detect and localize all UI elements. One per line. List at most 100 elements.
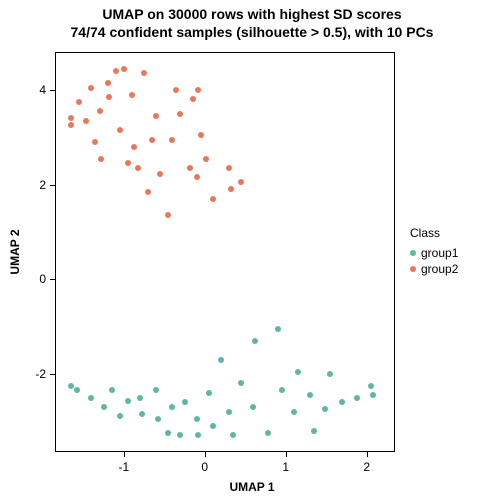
data-point <box>105 80 111 86</box>
data-point <box>121 66 127 72</box>
legend-swatch-icon <box>410 250 416 256</box>
y-axis-label: UMAP 2 <box>8 229 22 274</box>
legend-label: group2 <box>421 262 458 276</box>
legend-swatch-icon <box>410 266 416 272</box>
data-point <box>322 406 328 412</box>
data-point <box>74 387 80 393</box>
data-point <box>145 189 151 195</box>
data-point <box>141 70 147 76</box>
data-point <box>311 428 317 434</box>
y-tick <box>50 279 55 280</box>
chart-title: UMAP on 30000 rows with highest SD score… <box>0 6 504 41</box>
data-point <box>250 404 256 410</box>
data-point <box>101 404 107 410</box>
data-point <box>157 171 163 177</box>
data-point <box>354 395 360 401</box>
x-axis-label: UMAP 1 <box>0 480 504 494</box>
data-point <box>129 92 135 98</box>
data-point <box>131 144 137 150</box>
data-point <box>279 387 285 393</box>
data-point <box>295 369 301 375</box>
data-point <box>187 165 193 171</box>
title-line-2: 74/74 confident samples (silhouette > 0.… <box>71 24 434 40</box>
data-point <box>153 113 159 119</box>
data-point <box>177 111 183 117</box>
title-line-1: UMAP on 30000 rows with highest SD score… <box>102 6 401 22</box>
data-point <box>210 423 216 429</box>
y-tick-label: 4 <box>39 83 46 97</box>
data-point <box>327 371 333 377</box>
data-point <box>68 115 74 121</box>
data-point <box>177 432 183 438</box>
data-point <box>195 432 201 438</box>
data-point <box>226 409 232 415</box>
data-point <box>137 395 143 401</box>
x-tick <box>124 452 125 457</box>
x-tick <box>286 452 287 457</box>
data-point <box>194 174 200 180</box>
x-tick <box>367 452 368 457</box>
data-point <box>238 179 244 185</box>
data-point <box>125 160 131 166</box>
data-point <box>307 392 313 398</box>
plot-area <box>55 52 395 452</box>
data-point <box>265 430 271 436</box>
y-tick <box>50 374 55 375</box>
legend-item: group2 <box>410 262 458 276</box>
data-point <box>92 139 98 145</box>
data-point <box>76 99 82 105</box>
data-point <box>98 156 104 162</box>
data-point <box>97 108 103 114</box>
data-point <box>198 132 204 138</box>
data-point <box>88 85 94 91</box>
data-point <box>117 413 123 419</box>
y-tick <box>50 185 55 186</box>
data-point <box>238 380 244 386</box>
data-point <box>275 326 281 332</box>
data-point <box>155 416 161 422</box>
y-tick-label: -2 <box>35 367 46 381</box>
data-point <box>218 357 224 363</box>
data-point <box>117 127 123 133</box>
x-tick-label: 1 <box>282 460 289 474</box>
data-point <box>165 212 171 218</box>
data-point <box>195 87 201 93</box>
legend-label: group1 <box>421 246 458 260</box>
data-point <box>190 96 196 102</box>
data-point <box>203 156 209 162</box>
x-tick-label: 2 <box>363 460 370 474</box>
data-point <box>88 395 94 401</box>
data-point <box>182 399 188 405</box>
data-point <box>368 383 374 389</box>
y-tick-label: 0 <box>39 272 46 286</box>
legend-item: group1 <box>410 246 458 260</box>
data-point <box>169 137 175 143</box>
x-tick-label: -1 <box>118 460 129 474</box>
data-point <box>68 122 74 128</box>
data-point <box>206 390 212 396</box>
data-point <box>109 387 115 393</box>
data-point <box>228 186 234 192</box>
data-point <box>194 416 200 422</box>
data-point <box>173 87 179 93</box>
data-point <box>83 118 89 124</box>
data-point <box>252 338 258 344</box>
data-point <box>113 68 119 74</box>
data-point <box>165 430 171 436</box>
data-point <box>139 411 145 417</box>
data-point <box>135 165 141 171</box>
data-point <box>210 196 216 202</box>
data-point <box>339 399 345 405</box>
data-point <box>370 392 376 398</box>
data-point <box>169 404 175 410</box>
legend-title: Class <box>410 226 458 240</box>
data-point <box>149 137 155 143</box>
x-tick-label: 0 <box>201 460 208 474</box>
data-point <box>291 409 297 415</box>
data-point <box>106 94 112 100</box>
legend: Class group1 group2 <box>410 226 458 278</box>
data-point <box>153 387 159 393</box>
x-tick <box>205 452 206 457</box>
y-tick <box>50 90 55 91</box>
chart-container: UMAP on 30000 rows with highest SD score… <box>0 0 504 504</box>
